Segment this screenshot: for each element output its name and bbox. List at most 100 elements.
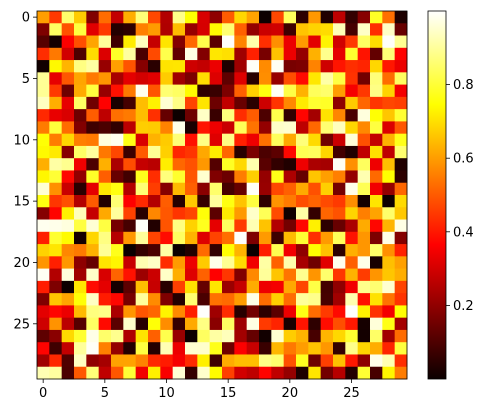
heatmap-cell	[160, 305, 174, 319]
heatmap-cell	[394, 244, 408, 257]
heatmap-cell	[185, 256, 198, 269]
heatmap-cell	[283, 60, 297, 73]
heatmap-cell	[37, 84, 50, 98]
heatmap-cell	[86, 195, 100, 208]
heatmap-cell	[370, 84, 383, 98]
heatmap-cell	[197, 342, 211, 355]
heatmap-cell	[246, 84, 260, 98]
heatmap-cell	[61, 84, 75, 98]
heatmap-cell	[98, 158, 112, 171]
heatmap-cell	[246, 11, 260, 24]
heatmap-cell	[296, 145, 309, 159]
heatmap-cell	[86, 158, 100, 171]
heatmap-cell	[172, 219, 186, 233]
heatmap-cell	[234, 293, 248, 306]
heatmap-cell	[320, 244, 334, 257]
heatmap-cell	[394, 84, 408, 98]
heatmap-cell	[197, 60, 211, 73]
heatmap-cell	[98, 96, 112, 110]
heatmap-cell	[111, 109, 124, 122]
heatmap-cell	[49, 305, 63, 319]
heatmap-cell	[259, 317, 272, 331]
heatmap-cell	[111, 244, 124, 257]
heatmap-cell	[296, 268, 309, 282]
heatmap-cell	[98, 244, 112, 257]
heatmap-cell	[37, 35, 50, 49]
heatmap-cell	[370, 268, 383, 282]
heatmap-cell	[123, 96, 137, 110]
heatmap-cell	[123, 60, 137, 73]
heatmap-cell	[345, 145, 359, 159]
heatmap-cell	[222, 96, 235, 110]
heatmap-cell	[308, 280, 322, 294]
heatmap-cell	[74, 35, 87, 49]
heatmap-cell	[333, 145, 346, 159]
heatmap-cell	[222, 280, 235, 294]
heatmap-cell	[111, 305, 124, 319]
heatmap-cell	[357, 170, 371, 184]
heatmap-cell	[222, 366, 235, 380]
heatmap-cell	[308, 256, 322, 269]
heatmap-cell	[246, 305, 260, 319]
heatmap-cell	[259, 96, 272, 110]
heatmap-cell	[382, 60, 396, 73]
heatmap-cell	[37, 280, 50, 294]
heatmap-cell	[111, 293, 124, 306]
heatmap-cell	[135, 329, 149, 343]
heatmap-cell	[111, 170, 124, 184]
heatmap-cell	[135, 256, 149, 269]
heatmap-cell	[382, 293, 396, 306]
heatmap-cell	[296, 133, 309, 147]
heatmap-cell	[49, 195, 63, 208]
heatmap-cell	[345, 72, 359, 85]
heatmap-cell	[209, 182, 223, 196]
heatmap-cell	[160, 366, 174, 380]
heatmap-cell	[49, 244, 63, 257]
heatmap-cell	[333, 182, 346, 196]
heatmap-cell	[197, 96, 211, 110]
heatmap-cell	[74, 305, 87, 319]
heatmap-cell	[283, 256, 297, 269]
heatmap-cell	[172, 293, 186, 306]
heatmap-cell	[357, 366, 371, 380]
heatmap-cell	[209, 231, 223, 245]
heatmap-cell	[148, 84, 161, 98]
heatmap-cell	[61, 109, 75, 122]
heatmap-cell	[333, 317, 346, 331]
heatmap-cell	[345, 182, 359, 196]
heatmap-cell	[185, 280, 198, 294]
heatmap-cell	[259, 244, 272, 257]
heatmap-cell	[98, 305, 112, 319]
heatmap-cell	[222, 11, 235, 24]
heatmap-cell	[123, 329, 137, 343]
heatmap-cell	[246, 121, 260, 135]
heatmap-cell	[308, 244, 322, 257]
heatmap-cell	[185, 60, 198, 73]
heatmap-cell	[333, 244, 346, 257]
heatmap-cell	[283, 121, 297, 135]
heatmap-cell	[160, 60, 174, 73]
heatmap-cell	[296, 182, 309, 196]
heatmap-cell	[382, 256, 396, 269]
heatmap-cell	[86, 121, 100, 135]
heatmap-cell	[172, 280, 186, 294]
heatmap-cell	[296, 84, 309, 98]
heatmap-cell	[283, 231, 297, 245]
heatmap-cell	[61, 121, 75, 135]
heatmap-cell	[160, 268, 174, 282]
heatmap-cell	[148, 182, 161, 196]
heatmap-cell	[135, 305, 149, 319]
heatmap-cell	[86, 182, 100, 196]
heatmap-cell	[259, 305, 272, 319]
heatmap-cell	[98, 195, 112, 208]
heatmap-cell	[185, 366, 198, 380]
heatmap-cell	[234, 329, 248, 343]
y-tick-label: 5	[22, 72, 30, 87]
heatmap-cell	[74, 11, 87, 24]
heatmap-cell	[61, 133, 75, 147]
heatmap-cell	[37, 133, 50, 147]
heatmap-cell	[308, 366, 322, 380]
heatmap-cell	[98, 280, 112, 294]
heatmap-cell	[172, 244, 186, 257]
heatmap-cell	[333, 231, 346, 245]
